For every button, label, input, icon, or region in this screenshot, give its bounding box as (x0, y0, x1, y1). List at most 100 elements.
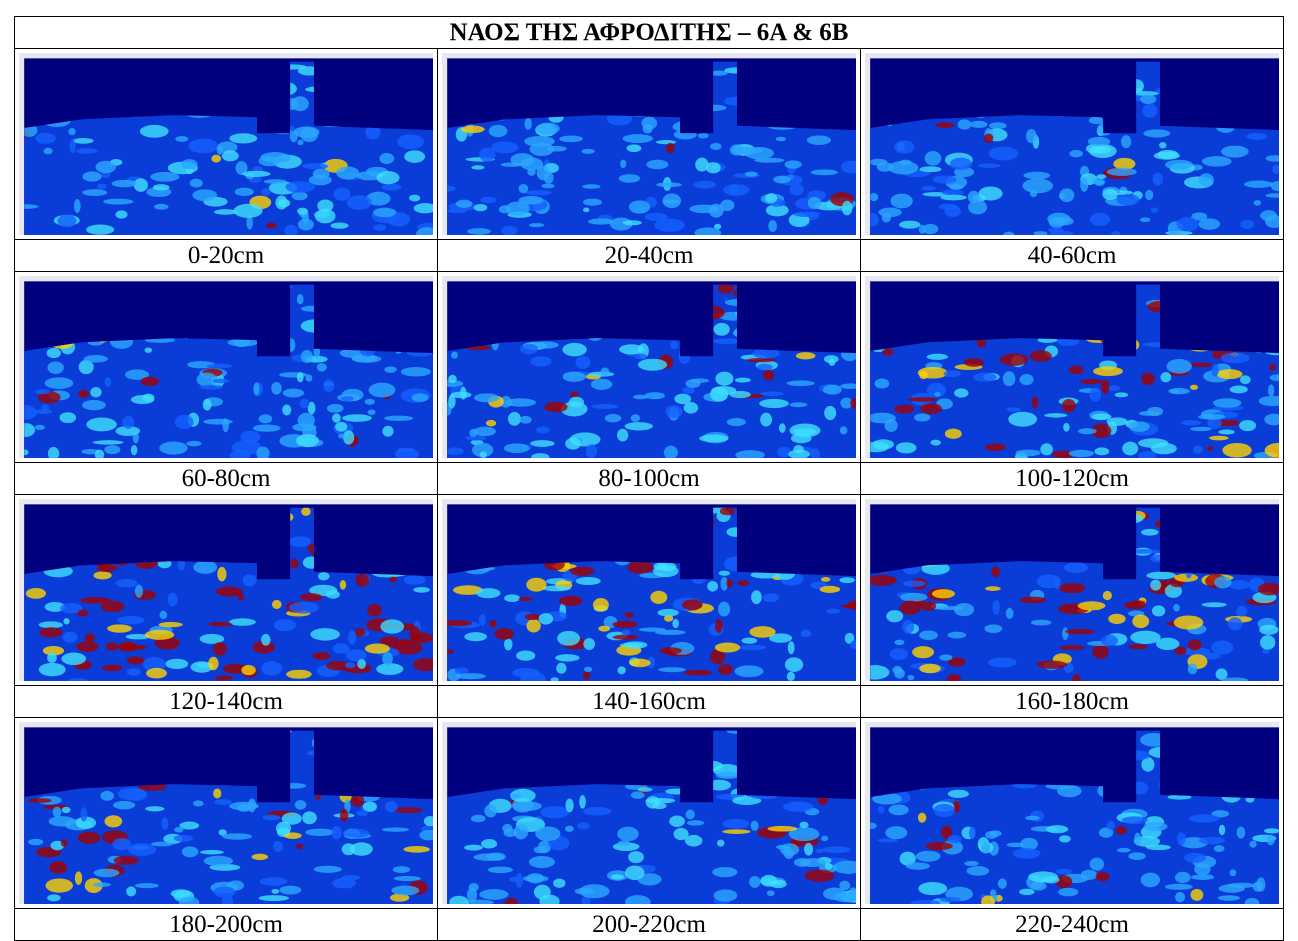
blob (313, 865, 342, 873)
image-cell (860, 494, 1284, 686)
blob (241, 664, 256, 676)
blob (1211, 363, 1219, 377)
blob (86, 224, 115, 235)
blob (213, 799, 232, 805)
slice-label: 80-100cm (437, 462, 861, 495)
blob (756, 363, 773, 371)
blob (963, 358, 984, 367)
blob (1240, 219, 1255, 230)
blob (1229, 385, 1248, 394)
blob (384, 366, 397, 373)
blob (1114, 392, 1129, 398)
blob (384, 415, 414, 421)
blob (900, 592, 928, 602)
blob (625, 865, 645, 881)
blob (1164, 159, 1194, 170)
blob (500, 162, 523, 167)
blob (839, 577, 855, 584)
blob (714, 642, 741, 653)
blob (266, 222, 278, 229)
blob (1150, 579, 1162, 591)
blob (356, 171, 384, 181)
blob (1020, 837, 1038, 851)
blob (1106, 417, 1128, 426)
blob (903, 580, 926, 587)
blob (707, 580, 719, 592)
blob (92, 440, 124, 445)
blob (1272, 164, 1279, 175)
blob (907, 674, 915, 681)
blob (125, 633, 150, 640)
blob (1005, 607, 1014, 619)
blob (870, 213, 879, 227)
slice-label: 100-120cm (860, 462, 1284, 495)
blob (988, 146, 1019, 161)
blob (1093, 145, 1112, 154)
blob (935, 122, 955, 129)
blob (769, 633, 793, 643)
blob (133, 178, 148, 192)
blob (670, 340, 679, 350)
blob (300, 127, 318, 143)
blob (1080, 378, 1103, 385)
blob (953, 602, 975, 617)
blob (947, 631, 967, 639)
blob (590, 404, 619, 409)
blob (59, 412, 77, 424)
blob (1006, 407, 1021, 412)
blob (473, 853, 505, 861)
blob (1218, 429, 1235, 435)
blob (263, 179, 287, 184)
blob (663, 445, 678, 458)
blob (657, 608, 679, 617)
table-body: ΝΑΟΣ ΤΗΣ ΑΦΡΟΔΙΤΗΣ – 6Α & 6Β 0-20cm 20-40… (14, 16, 1284, 941)
blob (1058, 887, 1079, 897)
blob (24, 405, 38, 420)
blob (921, 185, 936, 191)
blob (530, 356, 552, 367)
blob (1015, 449, 1041, 457)
blob (314, 208, 336, 224)
blob (285, 181, 315, 193)
blob (299, 398, 310, 409)
blob (919, 663, 941, 674)
blob (1101, 634, 1118, 647)
blob (423, 815, 433, 827)
blob (1115, 825, 1127, 835)
blob (664, 614, 674, 622)
blob (1221, 145, 1249, 158)
blob (970, 120, 988, 129)
blob (769, 879, 787, 889)
blob (474, 393, 500, 403)
blob (870, 574, 897, 586)
blob (1106, 820, 1115, 830)
blob (581, 148, 595, 154)
blob (543, 171, 554, 184)
blob (694, 227, 722, 235)
blob (710, 387, 729, 402)
blob (941, 825, 953, 840)
blob (526, 873, 545, 884)
blob (1090, 423, 1112, 439)
blob (404, 150, 426, 163)
blob (917, 812, 927, 823)
blob (1019, 888, 1035, 896)
blob (206, 363, 233, 369)
blob (332, 413, 341, 423)
blob (925, 841, 953, 851)
blob (317, 199, 334, 212)
blob (1181, 647, 1210, 656)
blob (989, 830, 1002, 837)
blob (273, 157, 291, 163)
blob (1212, 398, 1242, 408)
blob (271, 888, 280, 894)
blob (894, 404, 915, 414)
blob (78, 389, 89, 399)
ruler-left (19, 722, 25, 904)
blob (447, 379, 464, 387)
blob (954, 388, 969, 398)
blob (1046, 825, 1069, 834)
blob (968, 200, 988, 215)
blob (895, 442, 917, 454)
blob (576, 822, 590, 830)
